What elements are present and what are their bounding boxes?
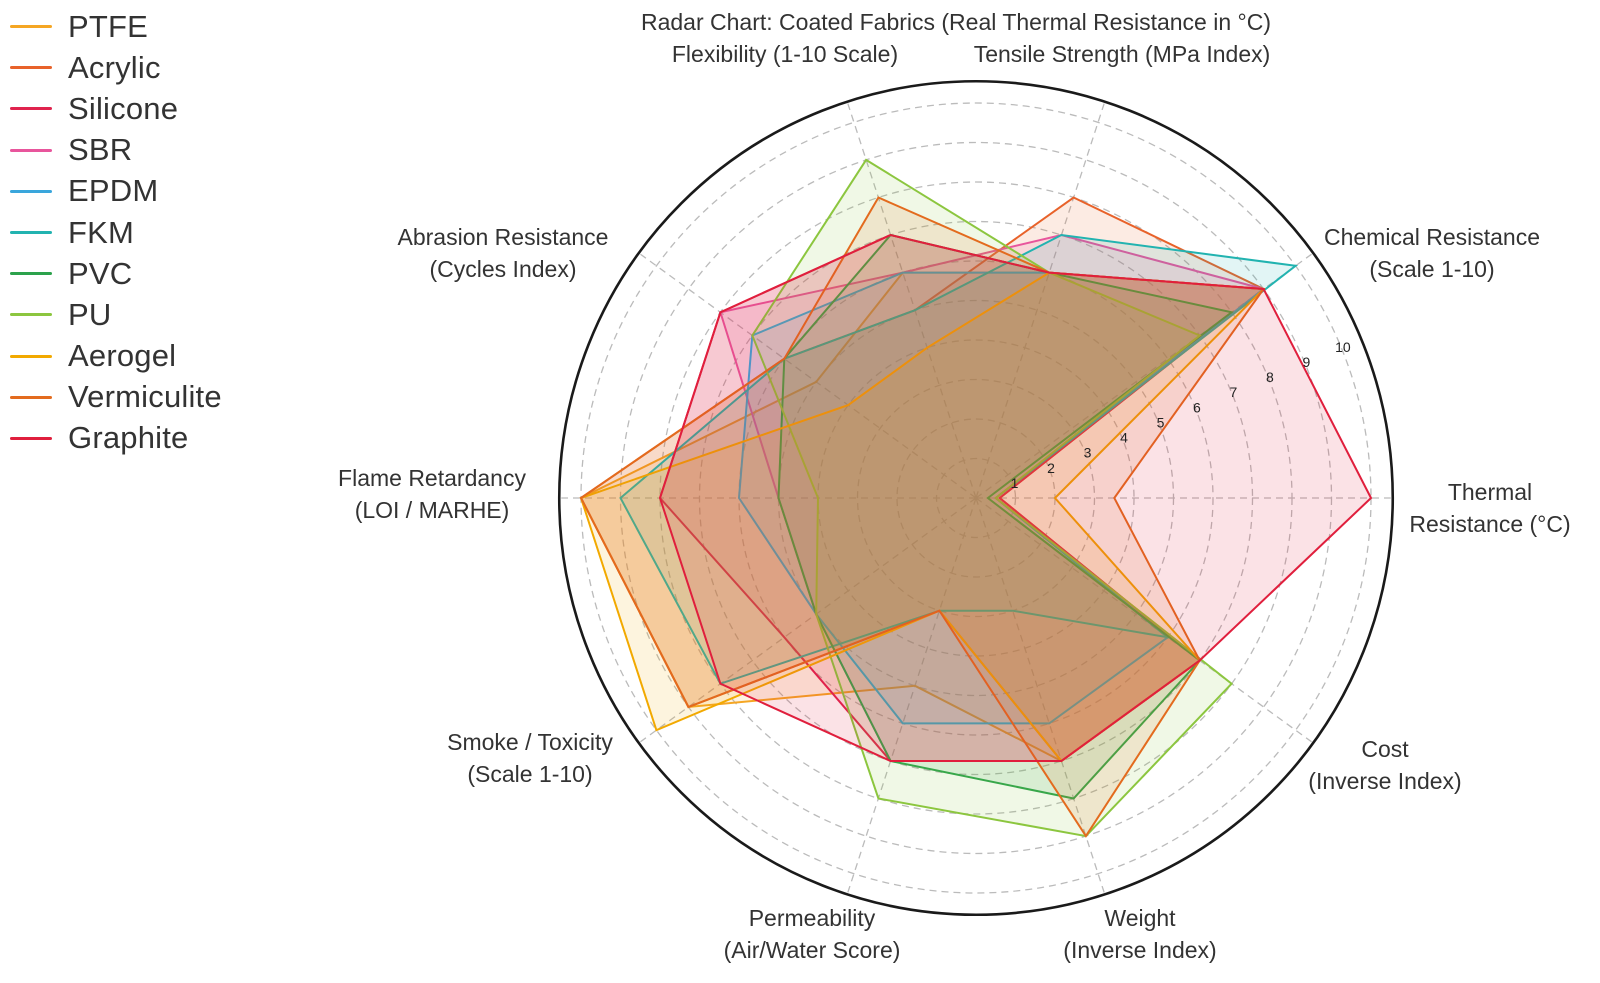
legend-item-epdm[interactable]: EPDM	[10, 171, 222, 212]
legend-item-aerogel[interactable]: Aerogel	[10, 336, 222, 377]
radial-tick-label: 1	[1011, 475, 1019, 491]
legend-item-sbr[interactable]: SBR	[10, 130, 222, 171]
axis-label: Flexibility (1-10 Scale)	[672, 41, 898, 67]
axis-label: Flame Retardancy (LOI / MARHE)	[338, 465, 526, 523]
grid-spoke	[640, 497, 977, 743]
legend-item-pvc[interactable]: PVC	[10, 253, 222, 294]
legend-item-acrylic[interactable]: Acrylic	[10, 47, 222, 88]
legend-swatch	[10, 436, 52, 440]
radial-tick-labels: 1 2 3 4 5 6 7 8 9 10	[1011, 339, 1351, 491]
grid-spoke	[975, 497, 1105, 893]
series-fkm	[619, 233, 1299, 685]
legend-item-graphite[interactable]: Graphite	[10, 418, 222, 459]
legend-item-silicone[interactable]: Silicone	[10, 88, 222, 129]
axis-label: Thermal Resistance (°C)	[1409, 479, 1570, 537]
axis-label: Weight (Inverse Index)	[1063, 905, 1216, 963]
axis-label: Permeability (Air/Water Score)	[724, 905, 901, 963]
series-pvc	[777, 233, 1234, 800]
outer-frame	[557, 79, 1395, 917]
legend-swatch	[10, 148, 52, 152]
legend-item-pu[interactable]: PU	[10, 294, 222, 335]
chart-title: Radar Chart: Coated Fabrics (Real Therma…	[641, 9, 1271, 35]
chart-legend: PTFE Acrylic Silicone SBR EPDM FKM PVC P…	[10, 6, 222, 459]
radial-tick-label: 2	[1047, 460, 1055, 476]
axis-label: Abrasion Resistance (Cycles Index)	[398, 224, 609, 282]
grid-spoke	[847, 497, 977, 893]
legend-swatch	[10, 272, 52, 276]
legend-label: Vermiculite	[68, 379, 222, 415]
legend-swatch	[10, 189, 52, 193]
radial-tick-label: 4	[1120, 430, 1128, 446]
radial-tick-label: 8	[1266, 369, 1274, 385]
axis-label: Smoke / Toxicity (Scale 1-10)	[447, 729, 613, 787]
legend-label: Acrylic	[68, 49, 161, 85]
legend-swatch	[10, 395, 52, 399]
grid-spoke	[847, 103, 977, 499]
legend-swatch	[10, 107, 52, 111]
radial-tick-label: 6	[1193, 399, 1201, 415]
series-graphite	[658, 233, 1373, 762]
radial-tick-label: 7	[1230, 384, 1238, 400]
legend-swatch	[10, 25, 52, 29]
legend-label: FKM	[68, 214, 135, 250]
radar-series	[579, 158, 1373, 838]
grid-ring	[856, 378, 1096, 618]
axis-label: Chemical Resistance (Scale 1-10)	[1324, 224, 1540, 282]
legend-item-fkm[interactable]: FKM	[10, 212, 222, 253]
legend-label: Silicone	[68, 90, 179, 126]
legend-label: PTFE	[68, 8, 149, 44]
axis-labels: Thermal Resistance (°C) Chemical Resistanc…	[338, 41, 1571, 963]
legend-swatch	[10, 66, 52, 70]
legend-swatch	[10, 231, 52, 235]
grid-spoke	[975, 253, 1312, 499]
grid-spoke	[640, 253, 977, 499]
legend-swatch	[10, 313, 52, 317]
legend-label: EPDM	[68, 173, 159, 209]
grid-spoke	[975, 497, 1312, 743]
axis-label: Cost (Inverse Index)	[1308, 736, 1461, 794]
radial-tick-label: 5	[1157, 414, 1165, 430]
legend-label: SBR	[68, 132, 133, 168]
axis-label: Tensile Strength (MPa Index)	[974, 41, 1271, 67]
legend-item-ptfe[interactable]: PTFE	[10, 6, 222, 47]
radial-tick-label: 3	[1084, 445, 1092, 461]
radial-tick-label: 10	[1335, 339, 1351, 355]
grid-spoke	[975, 103, 1105, 499]
legend-item-vermiculite[interactable]: Vermiculite	[10, 377, 222, 418]
legend-label: PU	[68, 296, 112, 332]
legend-label: PVC	[68, 255, 133, 291]
legend-label: Graphite	[68, 420, 189, 456]
legend-label: Aerogel	[68, 338, 177, 374]
legend-swatch	[10, 354, 52, 358]
radial-tick-label: 9	[1303, 354, 1311, 370]
series-pu	[751, 158, 1234, 838]
